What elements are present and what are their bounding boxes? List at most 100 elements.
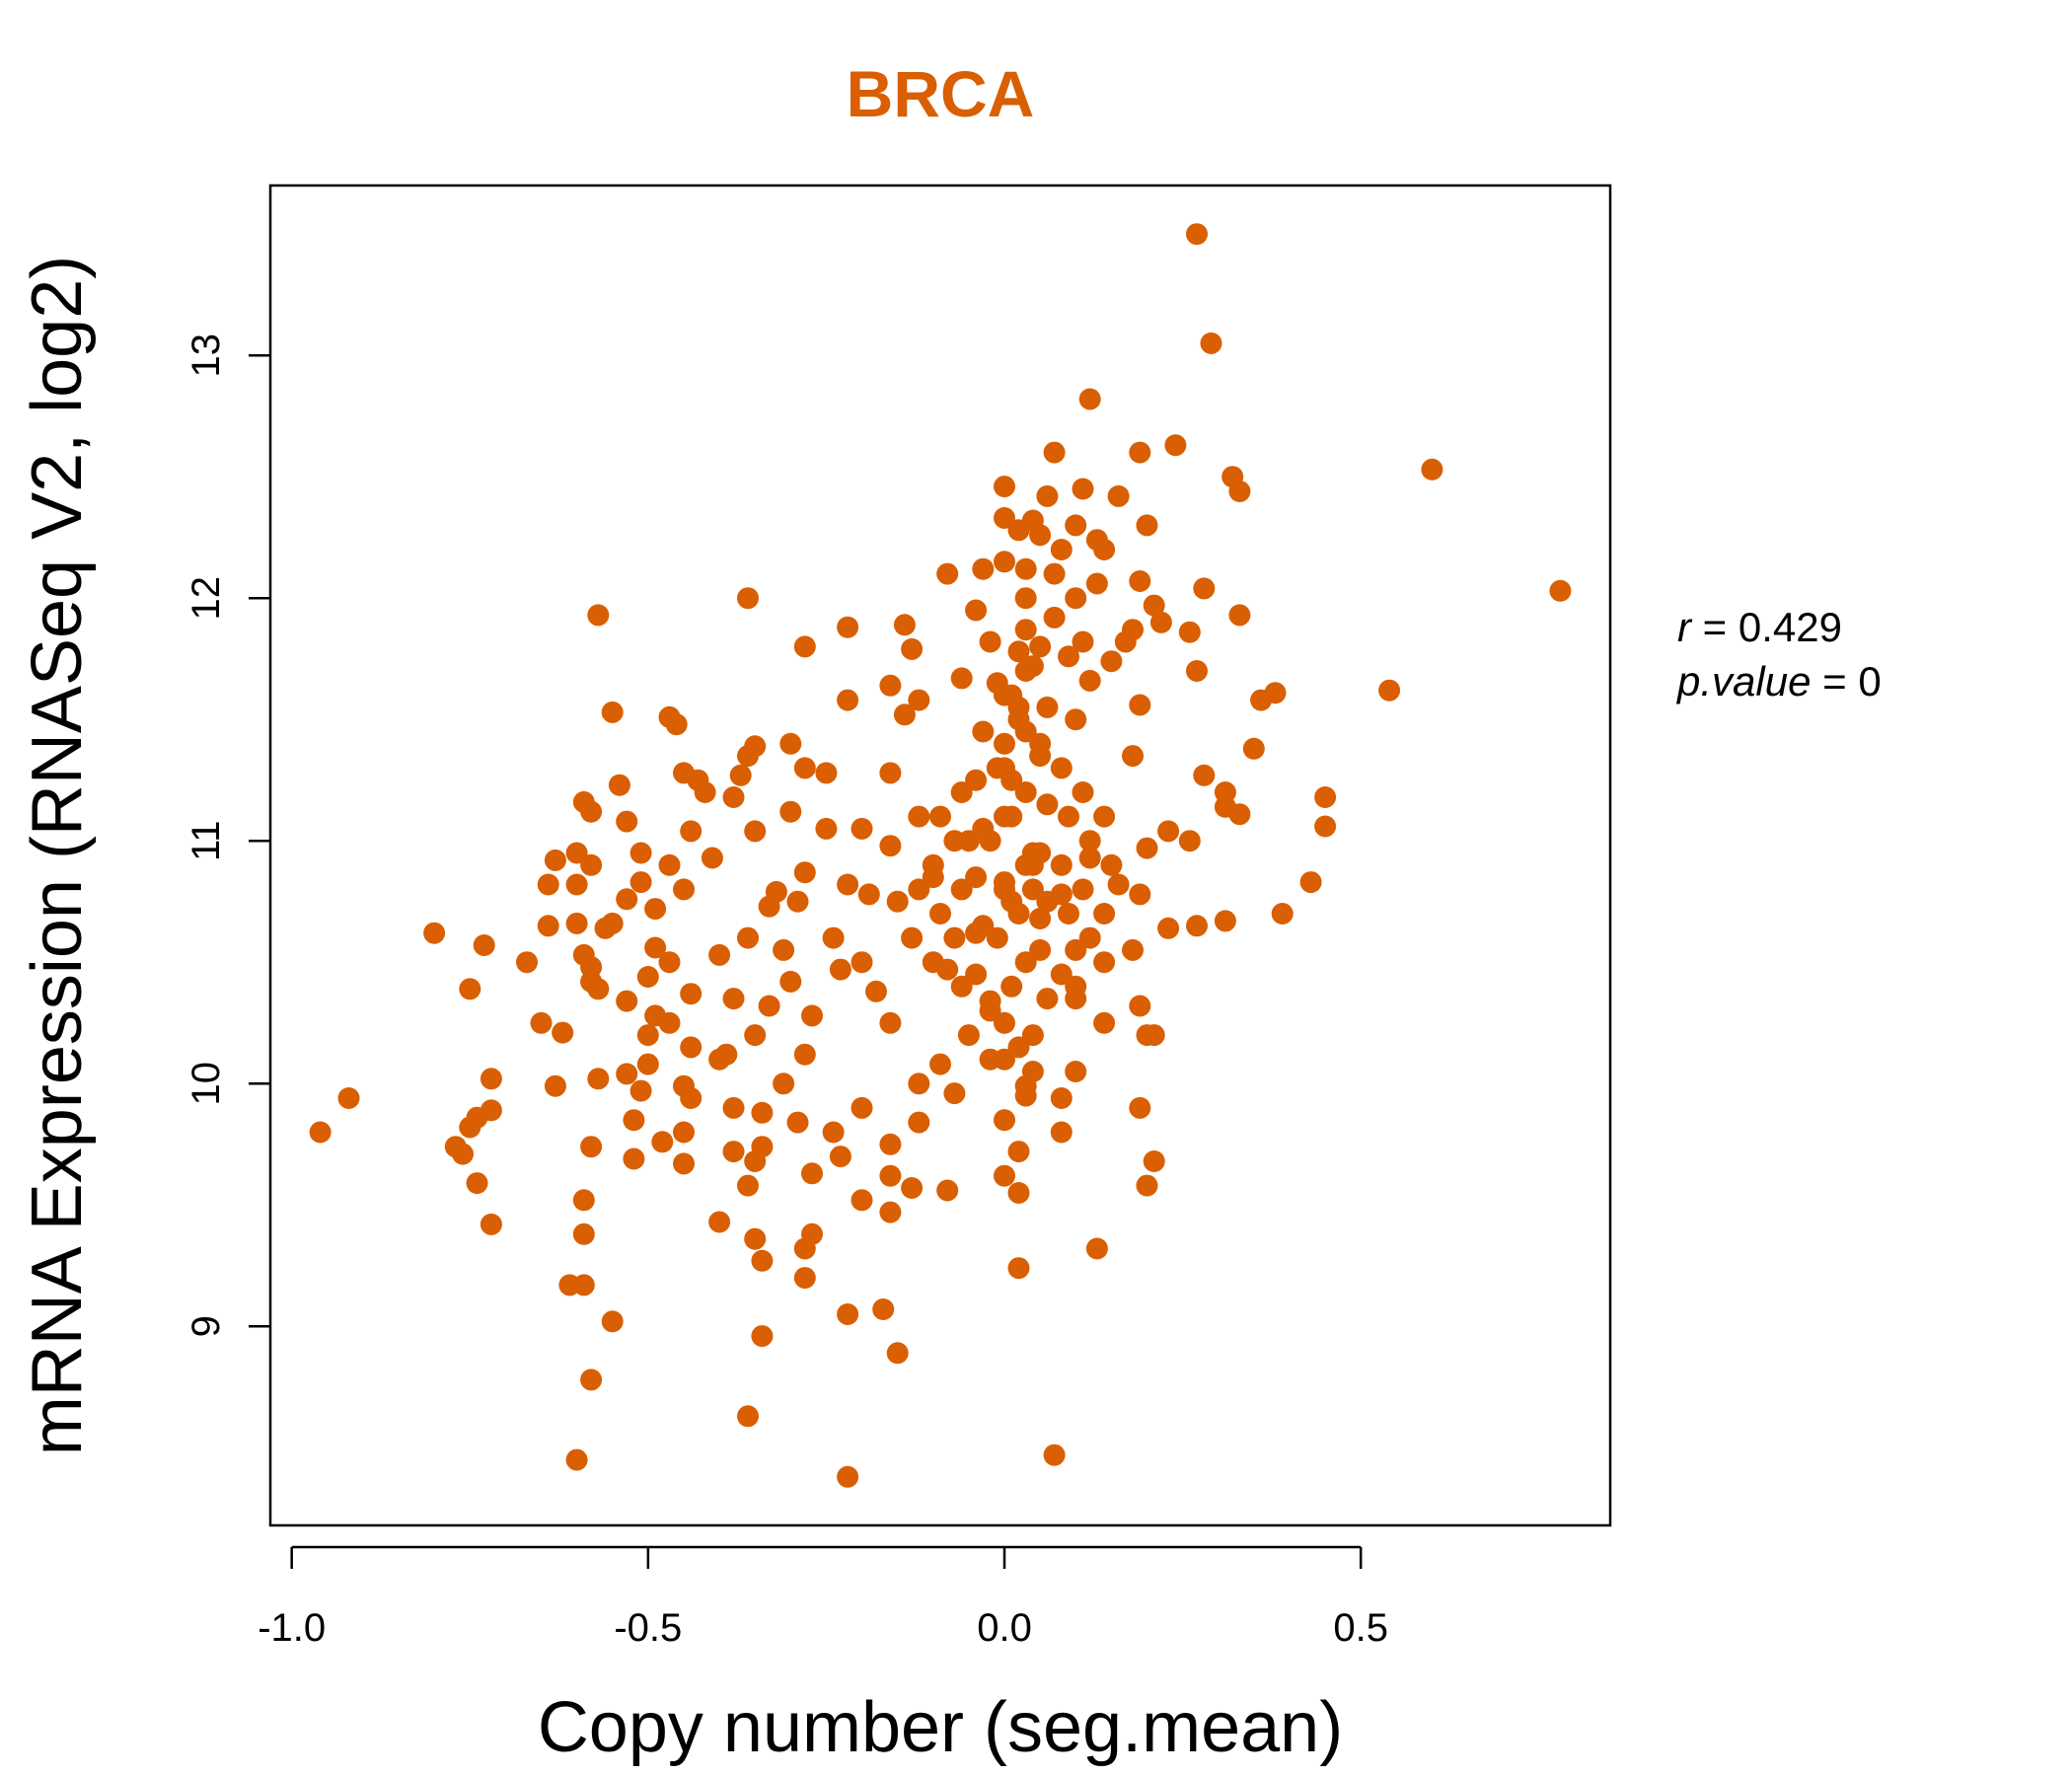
data-point [837,616,859,638]
data-point [872,1298,895,1320]
data-point [601,1310,624,1333]
data-point [786,1111,809,1134]
data-point [779,970,802,993]
data-point [680,820,703,843]
data-point [587,1068,610,1090]
data-point [1036,793,1059,816]
data-point [793,1043,816,1066]
data-point [1058,903,1079,925]
data-point [737,587,759,610]
data-point [1043,562,1066,585]
data-point [1065,975,1087,998]
data-point [851,1096,873,1119]
data-point [744,1024,767,1047]
data-point [751,1249,774,1272]
y-tick-label: 12 [185,576,228,621]
data-point [950,975,973,998]
data-point [1378,679,1401,702]
data-point [1014,781,1037,803]
data-point [1029,842,1052,864]
data-point [793,861,816,884]
data-point [857,883,880,906]
data-point [636,1053,659,1075]
data-point [1007,1182,1030,1204]
data-point [1421,458,1443,481]
y-tick-label: 13 [185,333,228,378]
data-point [1007,903,1030,925]
data-point [972,720,995,743]
data-point [1036,696,1059,718]
data-point [1164,434,1187,457]
data-point [480,1068,502,1090]
data-point [1021,1061,1044,1082]
data-point [1122,745,1144,768]
points-layer [309,223,1572,1488]
data-point [530,1011,553,1034]
data-point [744,1150,767,1172]
data-point [1228,604,1251,627]
data-point [1250,689,1273,711]
data-point [1136,837,1158,859]
data-point [829,1146,851,1168]
data-point [758,895,780,918]
data-point [929,1053,951,1075]
data-point [994,1164,1015,1187]
data-point [793,757,816,779]
data-point [837,873,859,896]
data-point [1107,873,1130,896]
data-point [580,1369,603,1391]
data-point [979,630,1001,653]
data-point [644,936,667,959]
data-point [658,853,681,876]
data-point [680,1036,703,1059]
data-point [965,599,988,622]
data-point [972,557,995,580]
data-point [1114,630,1137,653]
data-point [979,999,1001,1022]
data-point [1129,883,1151,906]
data-point [893,703,916,726]
r-value: 0.429 [1739,604,1842,650]
data-point [1186,660,1208,682]
data-point [1193,577,1216,600]
data-point [893,614,916,636]
data-point [565,842,588,864]
x-tick-label: -1.0 [258,1606,326,1650]
data-point [1085,1237,1108,1260]
data-point [1014,557,1037,580]
x-tick-label: -0.5 [614,1606,682,1650]
data-point [793,1237,816,1260]
data-point [673,1121,695,1144]
data-point [1029,908,1052,929]
y-axis-label: mRNA Expression (RNASeq V2, log2) [18,256,97,1455]
data-point [1078,388,1101,410]
data-point [986,926,1008,949]
r-equals: = [1703,604,1739,650]
data-point [1129,1096,1151,1119]
data-point [601,701,624,723]
p-symbol: p.value [1675,658,1811,704]
data-point [1072,478,1094,500]
data-point [922,853,944,876]
data-point [793,635,816,658]
data-point [616,990,638,1012]
data-point [1021,1024,1044,1047]
data-point [1078,830,1101,852]
data-point [1036,484,1059,507]
data-point [908,878,930,901]
data-point [587,604,610,627]
data-point [1214,910,1236,932]
data-point [722,1096,745,1119]
data-point [837,1303,859,1325]
data-point [708,1211,731,1233]
data-point [994,732,1015,755]
data-point [616,810,638,833]
data-point [1050,539,1073,560]
data-point [957,1024,980,1047]
data-point [722,988,745,1010]
data-point [994,507,1015,529]
data-point [708,1048,731,1071]
data-point [673,878,695,901]
data-point [616,888,638,911]
